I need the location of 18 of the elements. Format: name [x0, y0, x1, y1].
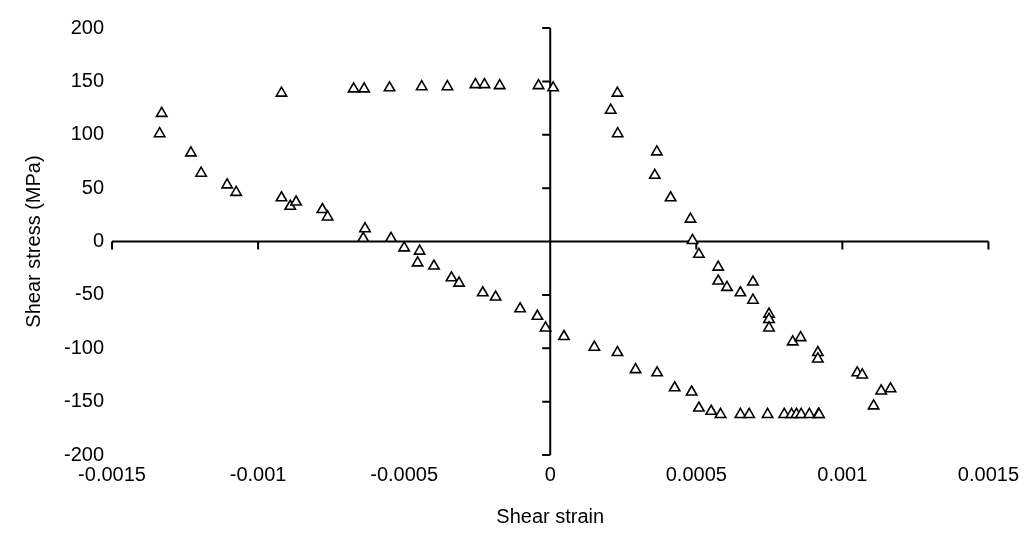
y-tick-label: 150 [70, 68, 105, 91]
y-tick-label: 0 [92, 229, 105, 252]
x-tick-label: -0.0005 [370, 462, 439, 485]
x-tick-label: -0.0015 [78, 462, 146, 485]
y-tick-label: 100 [70, 122, 105, 145]
x-tick-label: 0 [544, 462, 556, 485]
y-tick-label: -100 [64, 335, 105, 358]
y-tick-label: 200 [70, 15, 105, 38]
y-tick-label: -200 [64, 442, 105, 465]
y-tick-label: -150 [64, 389, 105, 412]
y-tick-label: 50 [81, 175, 105, 198]
x-axis-title: Shear strain [496, 504, 605, 527]
y-tick-label: -50 [75, 282, 105, 305]
x-tick-label: -0.001 [229, 462, 287, 485]
x-tick-label: 0.001 [817, 462, 868, 485]
y-axis-title: Shear stress (MPa) [21, 155, 44, 328]
x-tick-label: 0.0005 [665, 462, 727, 485]
x-tick-label: 0.0015 [957, 462, 1019, 485]
